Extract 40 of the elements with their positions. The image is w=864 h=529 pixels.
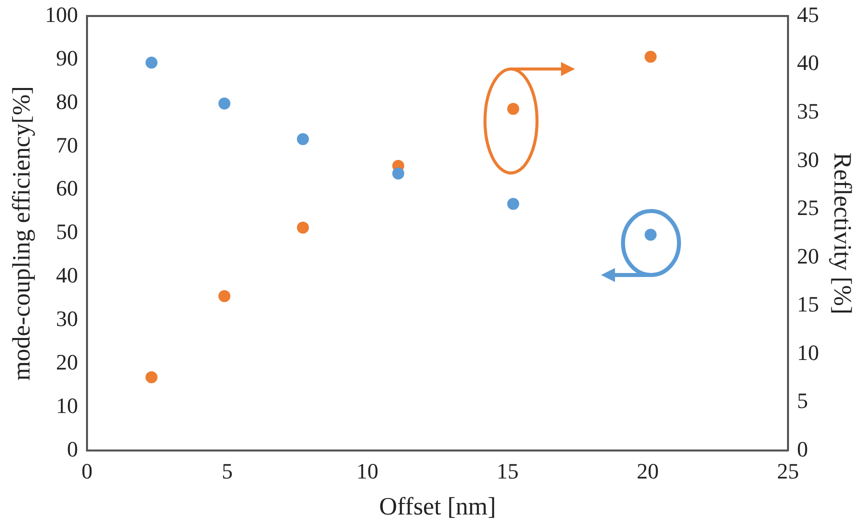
y2-tick-label: 0	[797, 436, 808, 462]
x-tick-label: 15	[496, 458, 519, 484]
y2-tick-label: 10	[797, 340, 819, 365]
y2-tick-label: 40	[797, 50, 819, 76]
y-axis-title: mode-coupling efficiency[%]	[8, 86, 36, 381]
y-tick-label: 60	[56, 176, 78, 201]
x-tick-label: 25	[777, 458, 799, 484]
x-axis-title: Offset [nm]	[379, 494, 496, 521]
y-tick-label: 100	[45, 2, 78, 27]
y2-axis-title: Reflectivity [%]	[828, 152, 856, 314]
point	[296, 222, 309, 234]
y2-tick-label: 5	[797, 388, 808, 414]
point	[644, 228, 657, 241]
y2-tick-label: 30	[797, 146, 819, 172]
y2-tick-label: 25	[797, 195, 819, 220]
y2-tick-label: 15	[797, 292, 819, 317]
point	[644, 50, 657, 63]
y-tick-label: 20	[56, 350, 78, 374]
point	[507, 102, 520, 115]
y2-tick-label: 35	[797, 98, 819, 124]
point	[218, 98, 230, 110]
point	[218, 290, 230, 302]
y-tick-label: 90	[56, 45, 78, 70]
point	[507, 198, 520, 210]
point	[296, 133, 309, 146]
y-tick-label: 40	[56, 262, 78, 288]
y2-tick-label: 20	[797, 243, 819, 268]
point	[145, 371, 158, 384]
y-tick-label: 50	[56, 219, 78, 244]
y2-tick-label: 45	[797, 2, 819, 27]
y-tick-label: 80	[56, 88, 78, 114]
x-tick-label: 10	[356, 458, 378, 484]
y-tick-label: 30	[56, 306, 78, 332]
x-tick-label: 5	[222, 458, 233, 484]
y-tick-label: 0	[67, 436, 78, 462]
x-tick-label: 20	[636, 458, 659, 484]
y-tick-label: 70	[56, 132, 78, 158]
point	[145, 56, 158, 69]
point	[392, 167, 404, 180]
y-tick-label: 10	[56, 392, 78, 418]
